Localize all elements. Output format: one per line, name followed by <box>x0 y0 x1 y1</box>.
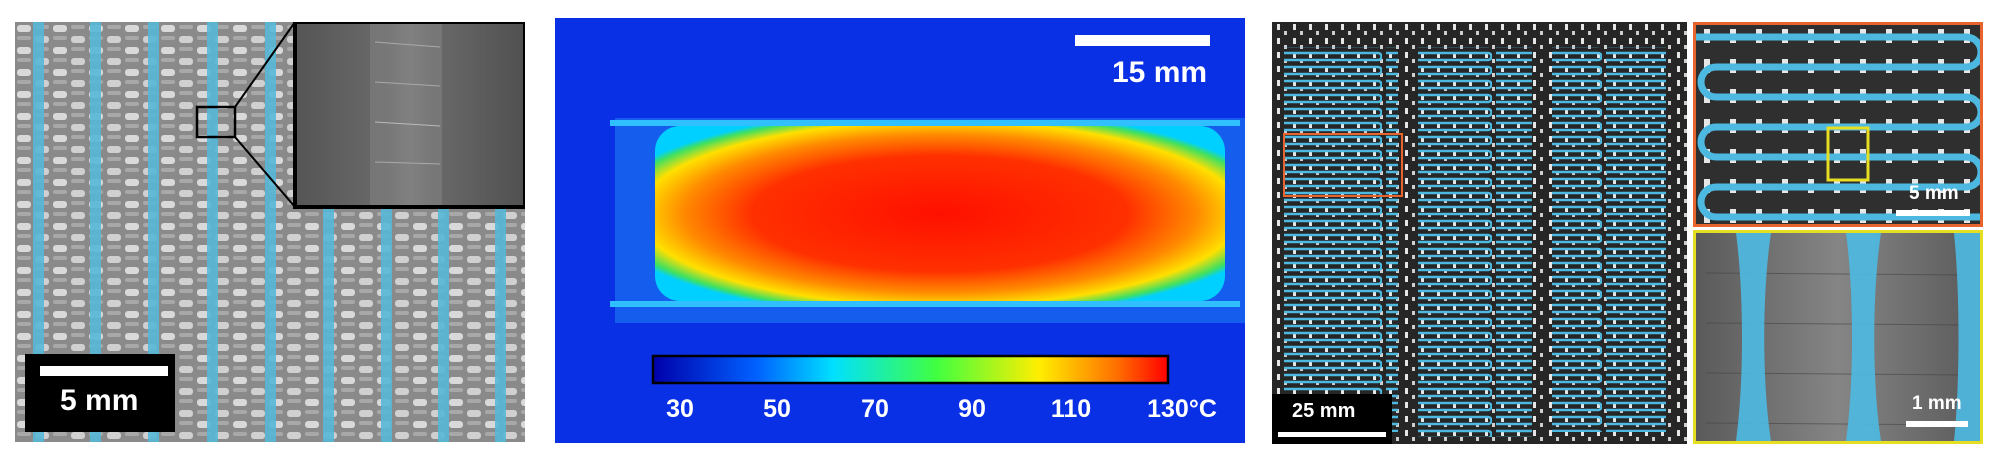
scale-bar <box>1896 210 1970 216</box>
sem-image <box>1696 233 1980 441</box>
scale-bar <box>1278 432 1386 437</box>
colorbar-tick: 130°C <box>1147 395 1217 423</box>
colorbar-tick: 110 <box>1050 395 1092 423</box>
colorbar-tick: 50 <box>763 395 791 423</box>
sem-micrograph: 1 mm <box>1693 230 1983 444</box>
scale-label: 25 mm <box>1292 400 1356 422</box>
scale-bar <box>1906 421 1968 427</box>
scale-label: 15 mm <box>1112 56 1208 89</box>
zoom-box <box>1826 126 1870 182</box>
serpentine-coil-fabric: 25 mm <box>1272 22 1687 444</box>
zoomed-coil-image <box>1696 25 1980 224</box>
scale-label: 1 mm <box>1912 393 1962 414</box>
cyan-fiber-lines <box>33 22 506 442</box>
zoomed-coil-view: 5 mm <box>1693 22 1983 227</box>
serpentine-coil <box>1418 47 1532 437</box>
scale-label: 5 mm <box>60 384 139 417</box>
coil-fabric-image <box>1272 22 1687 444</box>
thermal-image: 15 mm 30 50 70 90 110 130°C <box>555 18 1245 443</box>
zoom-box <box>1283 133 1403 197</box>
woven-fabric-micrograph: 5 mm <box>15 22 525 442</box>
scale-bar <box>1075 35 1210 46</box>
zoom-box <box>195 105 237 139</box>
colorbar-tick: 90 <box>958 395 986 423</box>
thermal-heatmap <box>555 18 1245 443</box>
colorbar-tick: 30 <box>666 395 694 423</box>
serpentine-coil <box>1284 47 1398 432</box>
scale-label: 5 mm <box>1909 183 1959 204</box>
colorbar-tick: 70 <box>861 395 889 423</box>
heated-region <box>655 126 1225 301</box>
serpentine-coil <box>1552 47 1666 432</box>
inset-micrograph <box>293 22 525 209</box>
scale-bar <box>40 366 168 376</box>
coated-fiber-strands <box>1736 233 1980 441</box>
colorbar <box>651 354 1170 385</box>
